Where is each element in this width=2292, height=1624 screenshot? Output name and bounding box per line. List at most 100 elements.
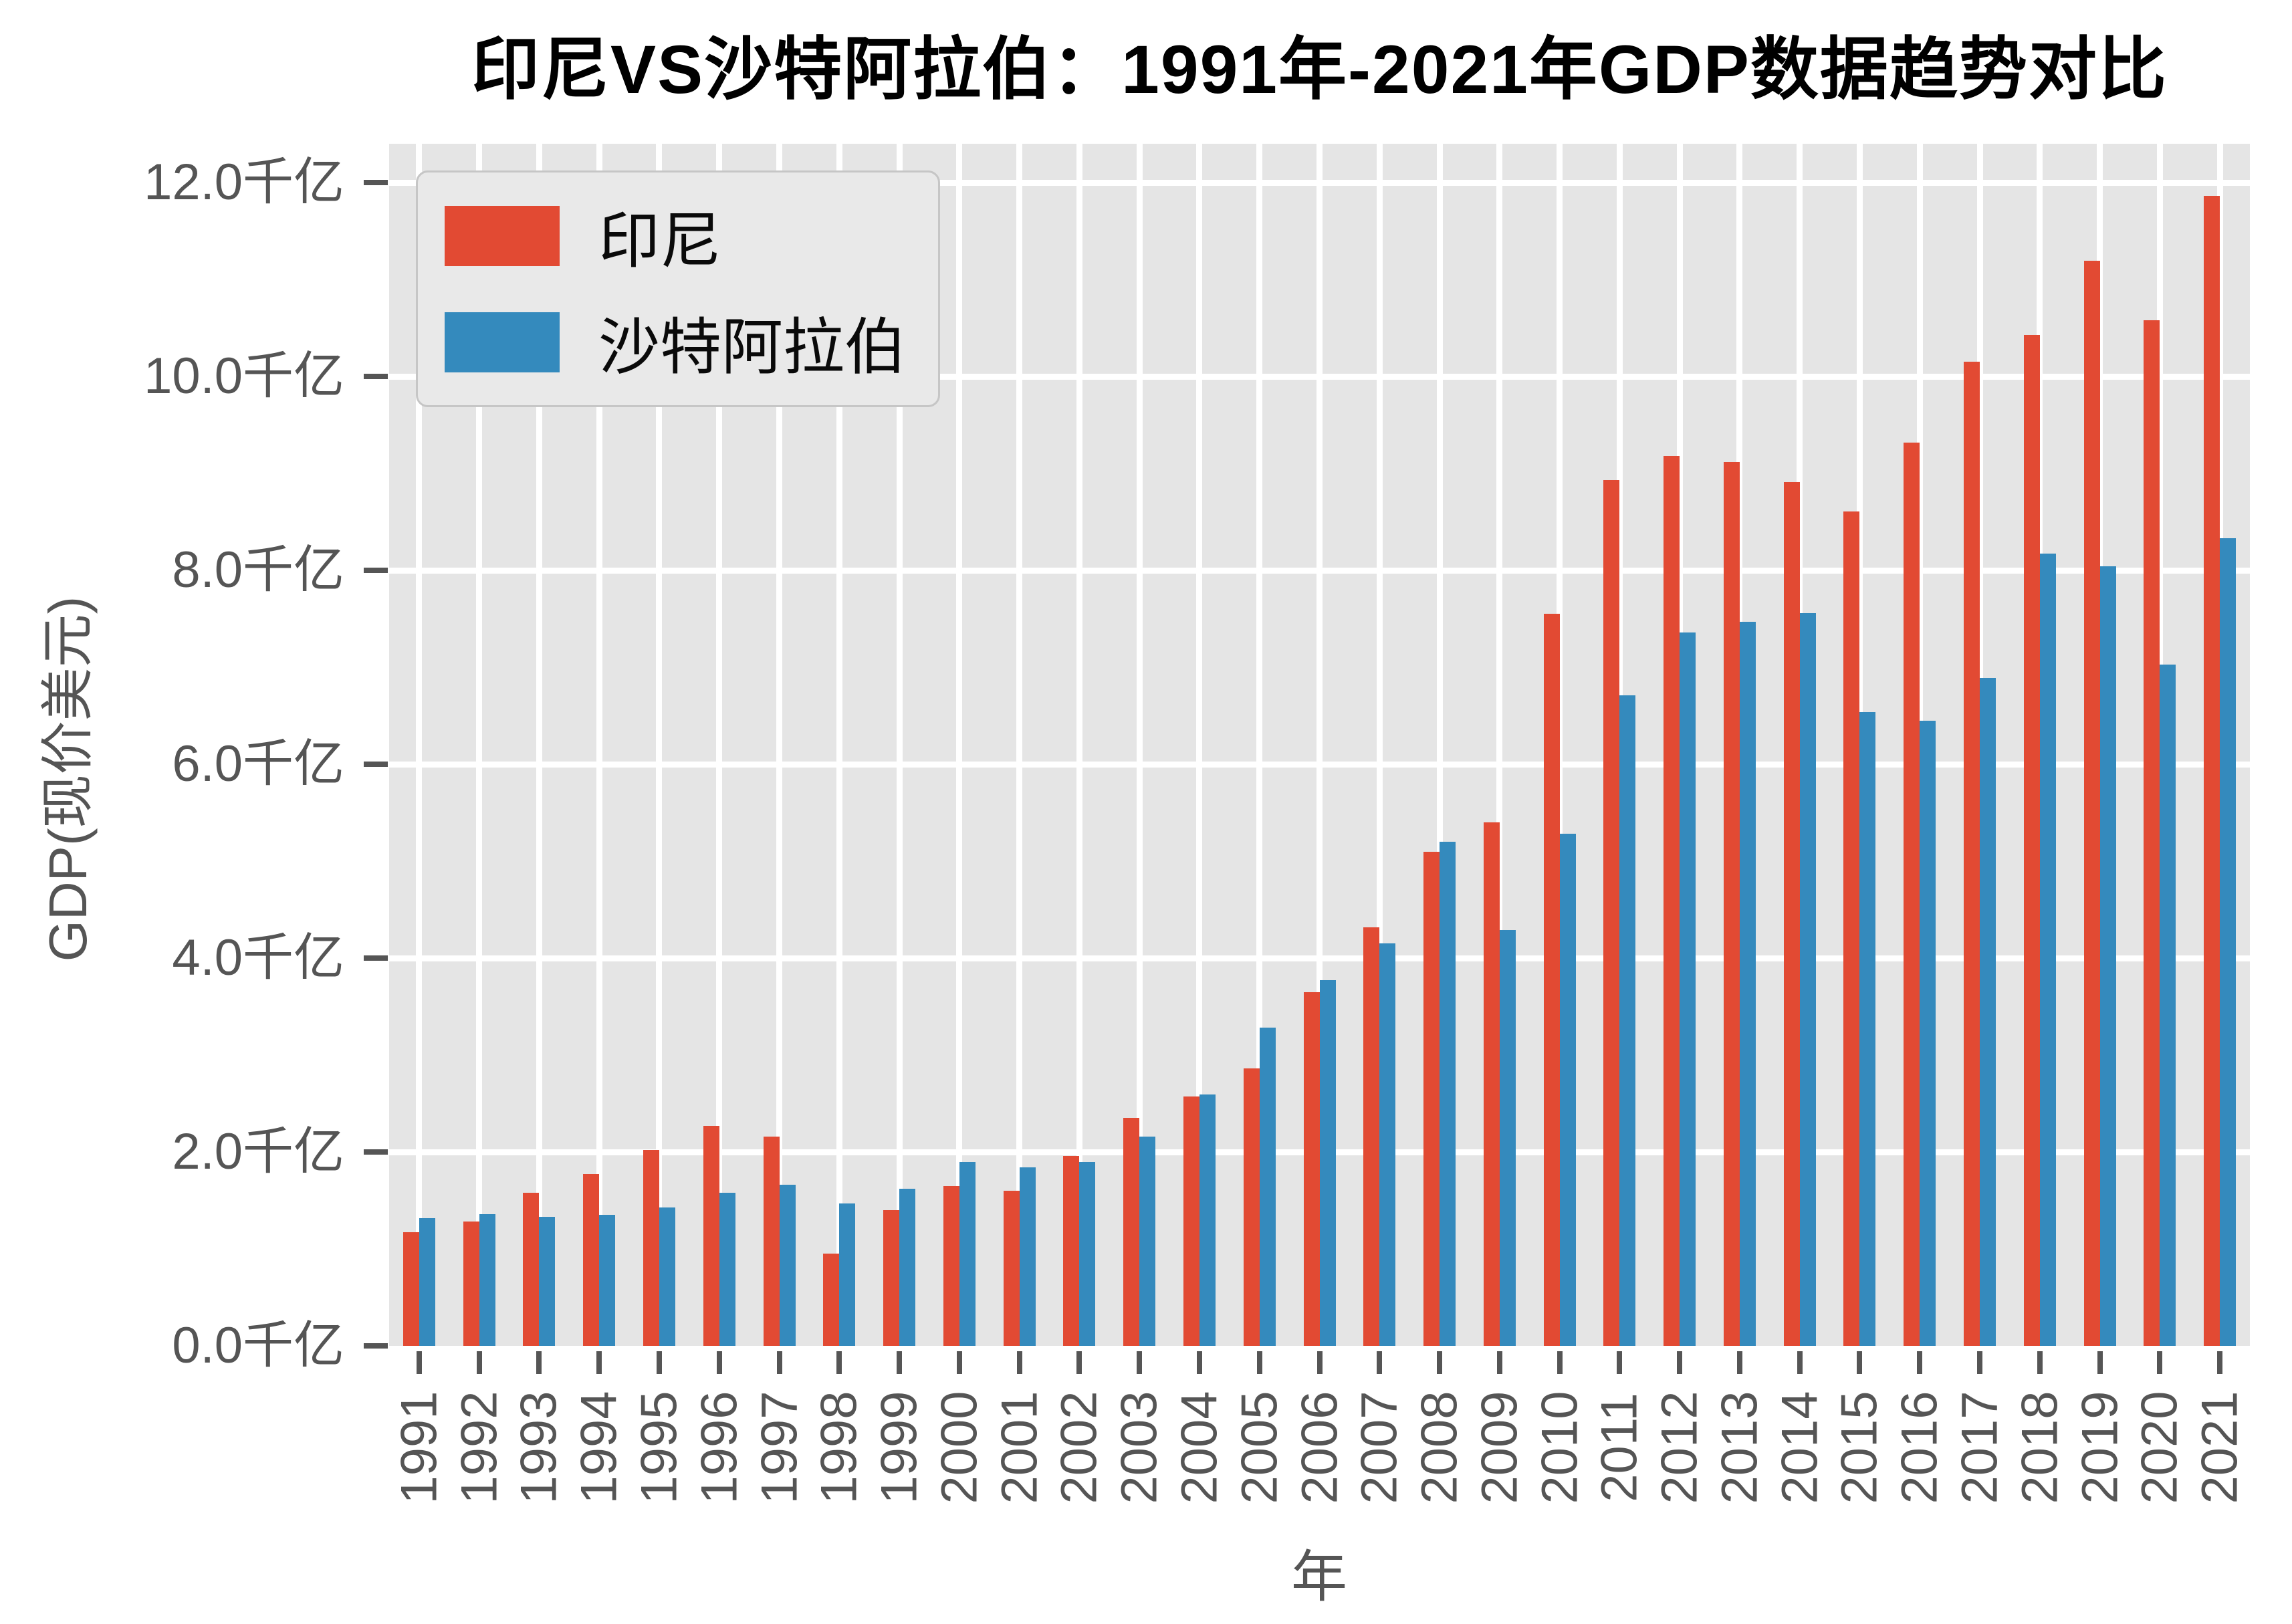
bar-saudi-arabia-2018 [2039,554,2056,1346]
bar-indonesia-2011 [1603,480,1620,1346]
y-tick-label-10: 10.0千亿 [144,348,344,404]
v-gridline-2001 [1016,144,1023,1346]
v-gridline-2000 [956,144,963,1346]
bar-indonesia-2021 [2204,196,2220,1346]
chart-title: 印尼VS沙特阿拉伯：1991年-2021年GDP数据趋势对比 [471,31,2168,108]
x-tick-mark-2009 [1496,1351,1502,1374]
bar-saudi-arabia-1992 [479,1213,495,1346]
x-tick-label-2011: 2011 [1591,1393,1648,1502]
x-tick-label-2003: 2003 [1111,1391,1168,1504]
legend-label-indonesia: 印尼 [598,207,722,275]
bar-indonesia-2015 [1843,511,1860,1346]
bar-indonesia-2018 [2023,334,2040,1346]
x-tick-label-1999: 1999 [871,1391,928,1504]
y-tick-mark-12 [364,180,388,185]
x-tick-label-2005: 2005 [1231,1391,1288,1504]
bar-indonesia-1995 [643,1150,659,1346]
bar-indonesia-2001 [1003,1191,1020,1346]
x-tick-mark-2003 [1137,1351,1143,1374]
plot-area [389,144,2250,1346]
x-tick-mark-1998 [836,1351,842,1374]
legend-item-saudi-arabia: 沙特阿拉伯 [445,298,906,386]
bar-saudi-arabia-1993 [539,1217,556,1346]
x-tick-mark-2002 [1076,1351,1082,1374]
y-tick-label-0: 0.0千亿 [172,1317,344,1374]
x-tick-mark-2012 [1677,1351,1683,1374]
bar-saudi-arabia-2006 [1319,980,1336,1346]
bar-indonesia-2004 [1183,1096,1199,1346]
x-tick-mark-2007 [1377,1351,1383,1374]
bar-indonesia-2008 [1423,851,1440,1346]
x-tick-mark-1995 [656,1351,662,1374]
x-tick-mark-1997 [776,1351,782,1374]
y-tick-mark-4 [364,955,388,961]
legend-swatch-indonesia [445,205,560,266]
x-tick-label-2006: 2006 [1291,1391,1348,1504]
bar-saudi-arabia-2009 [1499,929,1516,1346]
v-gridline-2005 [1256,144,1263,1346]
bar-indonesia-2014 [1783,482,1800,1346]
bar-saudi-arabia-2004 [1199,1094,1216,1346]
x-tick-mark-2006 [1316,1351,1323,1374]
legend-swatch-saudi-arabia [445,312,560,372]
bar-saudi-arabia-2003 [1139,1136,1156,1346]
x-tick-mark-1996 [716,1351,722,1374]
x-tick-label-2012: 2012 [1651,1391,1708,1504]
bar-saudi-arabia-2007 [1379,943,1396,1346]
bar-indonesia-2016 [1904,442,1920,1346]
bar-saudi-arabia-1996 [719,1192,735,1346]
bar-indonesia-2000 [943,1185,959,1346]
x-tick-label-2013: 2013 [1711,1391,1768,1504]
v-gridline-1993 [536,144,542,1346]
v-gridline-1991 [416,144,423,1346]
v-gridline-1992 [476,144,483,1346]
x-tick-mark-2015 [1857,1351,1863,1374]
bar-indonesia-2017 [1964,362,1980,1346]
x-tick-label-1991: 1991 [390,1391,448,1504]
v-gridline-2002 [1076,144,1082,1346]
x-tick-mark-1999 [897,1351,903,1374]
bar-saudi-arabia-2021 [2220,538,2237,1346]
x-tick-label-1993: 1993 [510,1391,568,1504]
v-gridline-1999 [896,144,903,1346]
x-tick-label-2018: 2018 [2011,1391,2069,1504]
bar-indonesia-2010 [1543,614,1560,1346]
x-tick-label-1995: 1995 [631,1391,688,1504]
x-tick-label-2000: 2000 [931,1391,988,1504]
x-tick-mark-2013 [1736,1351,1742,1374]
bar-saudi-arabia-2014 [1799,612,1816,1346]
x-tick-mark-1992 [476,1351,482,1374]
x-tick-label-2004: 2004 [1171,1391,1228,1504]
y-tick-label-8: 8.0千亿 [172,542,344,598]
bar-indonesia-1994 [583,1174,600,1346]
v-gridline-1996 [716,144,723,1346]
bar-indonesia-1997 [763,1136,780,1346]
bar-saudi-arabia-1995 [659,1207,675,1346]
bar-indonesia-1993 [523,1192,540,1346]
x-tick-label-1992: 1992 [451,1391,508,1504]
x-tick-mark-2005 [1256,1351,1262,1374]
y-tick-label-2: 2.0千亿 [172,1123,344,1180]
bar-indonesia-1991 [403,1232,419,1346]
x-tick-label-2020: 2020 [2131,1391,2188,1504]
x-tick-mark-2004 [1196,1351,1202,1374]
y-tick-label-6: 6.0千亿 [172,735,344,792]
y-tick-mark-10 [364,374,388,379]
bar-indonesia-2020 [2144,320,2160,1346]
bar-indonesia-2006 [1303,992,1320,1346]
x-tick-label-1994: 1994 [570,1391,628,1504]
y-tick-mark-8 [364,568,388,573]
v-gridline-2009 [1496,144,1503,1346]
bar-indonesia-1996 [703,1125,719,1346]
v-gridline-2004 [1196,144,1203,1346]
v-gridline-2006 [1316,144,1323,1346]
bar-saudi-arabia-2012 [1680,632,1696,1346]
bar-saudi-arabia-2011 [1619,695,1636,1346]
bar-saudi-arabia-1997 [779,1185,796,1346]
x-tick-label-1998: 1998 [810,1391,868,1504]
bar-saudi-arabia-1998 [839,1203,856,1346]
x-tick-label-2017: 2017 [1951,1391,2009,1504]
bar-saudi-arabia-1999 [899,1189,916,1346]
x-tick-mark-2011 [1617,1351,1623,1374]
